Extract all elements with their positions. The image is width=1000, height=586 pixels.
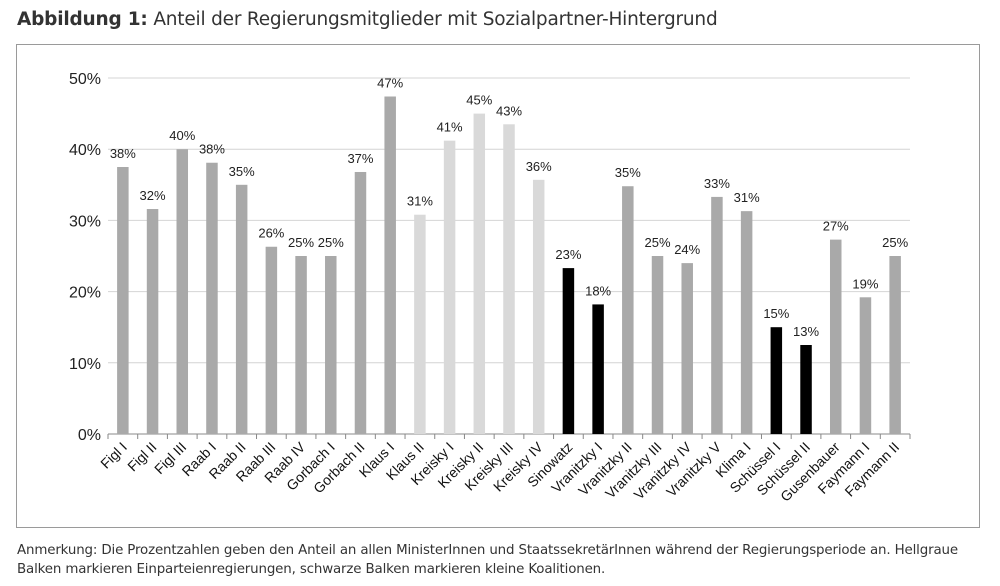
figure-title-text: Anteil der Regierungsmitglieder mit Sozi… — [153, 9, 718, 30]
bar-value-label: 40% — [169, 128, 195, 143]
bar — [295, 256, 307, 434]
bar-value-label: 31% — [734, 190, 760, 205]
bar-value-label: 31% — [407, 194, 433, 209]
bar — [206, 162, 218, 434]
bar-value-label: 15% — [763, 306, 789, 321]
bar-value-label: 27% — [823, 219, 849, 234]
bar-value-label: 13% — [793, 324, 819, 339]
y-tick-label: 20% — [69, 285, 101, 302]
bar — [384, 96, 396, 435]
bar-value-label: 25% — [288, 235, 314, 250]
bar — [592, 304, 604, 434]
y-tick-label: 10% — [69, 356, 101, 373]
bar-value-label: 23% — [555, 247, 581, 262]
y-tick-label: 40% — [69, 142, 101, 159]
bar — [503, 124, 515, 434]
bar-value-label: 32% — [140, 188, 166, 203]
bar — [354, 171, 367, 434]
bar — [770, 327, 783, 434]
bar — [532, 179, 545, 434]
bar — [117, 167, 129, 434]
bar — [622, 186, 634, 434]
bar-value-label: 47% — [377, 76, 403, 91]
bar-value-label: 24% — [674, 242, 700, 257]
bar — [651, 256, 664, 434]
bar-value-label: 36% — [526, 159, 552, 174]
bar — [740, 211, 753, 434]
bar-value-label: 41% — [437, 120, 463, 135]
bar — [829, 239, 842, 434]
bar — [889, 256, 901, 434]
bar — [325, 256, 337, 434]
bar-value-label: 45% — [466, 93, 492, 108]
bar-value-label: 35% — [229, 164, 255, 179]
chart-frame — [16, 44, 980, 528]
bar-value-label: 33% — [704, 176, 730, 191]
bar — [681, 263, 693, 434]
y-tick-label: 50% — [69, 71, 101, 88]
bar — [443, 140, 456, 434]
bar — [176, 149, 189, 434]
bar — [235, 184, 248, 434]
bar-value-label: 25% — [882, 235, 908, 250]
bar — [265, 246, 278, 434]
bar — [146, 209, 159, 434]
bar-value-label: 35% — [615, 165, 641, 180]
figure-label: Abbildung 1: — [17, 9, 148, 30]
bar-value-label: 25% — [645, 235, 671, 250]
bar — [473, 113, 486, 434]
bar — [414, 214, 426, 434]
y-tick-label: 30% — [69, 213, 101, 230]
figure-note: Anmerkung: Die Prozentzahlen geben den A… — [17, 543, 958, 577]
x-category-label: Figl I — [97, 439, 130, 472]
bar-value-label: 37% — [347, 151, 373, 166]
bar — [711, 196, 723, 434]
bar — [800, 345, 812, 434]
bar — [859, 297, 872, 434]
figure-title: Abbildung 1: Anteil der Regierungsmitgli… — [17, 9, 718, 30]
bar-value-label: 25% — [318, 235, 344, 250]
bar-value-label: 43% — [496, 103, 522, 118]
y-tick-label: 0% — [78, 427, 101, 444]
bar — [562, 268, 575, 434]
bar-value-label: 38% — [110, 146, 136, 161]
bar-value-label: 19% — [852, 276, 878, 291]
bar-value-label: 38% — [199, 142, 225, 157]
bar-value-label: 26% — [258, 226, 284, 241]
bar-value-label: 18% — [585, 283, 611, 298]
